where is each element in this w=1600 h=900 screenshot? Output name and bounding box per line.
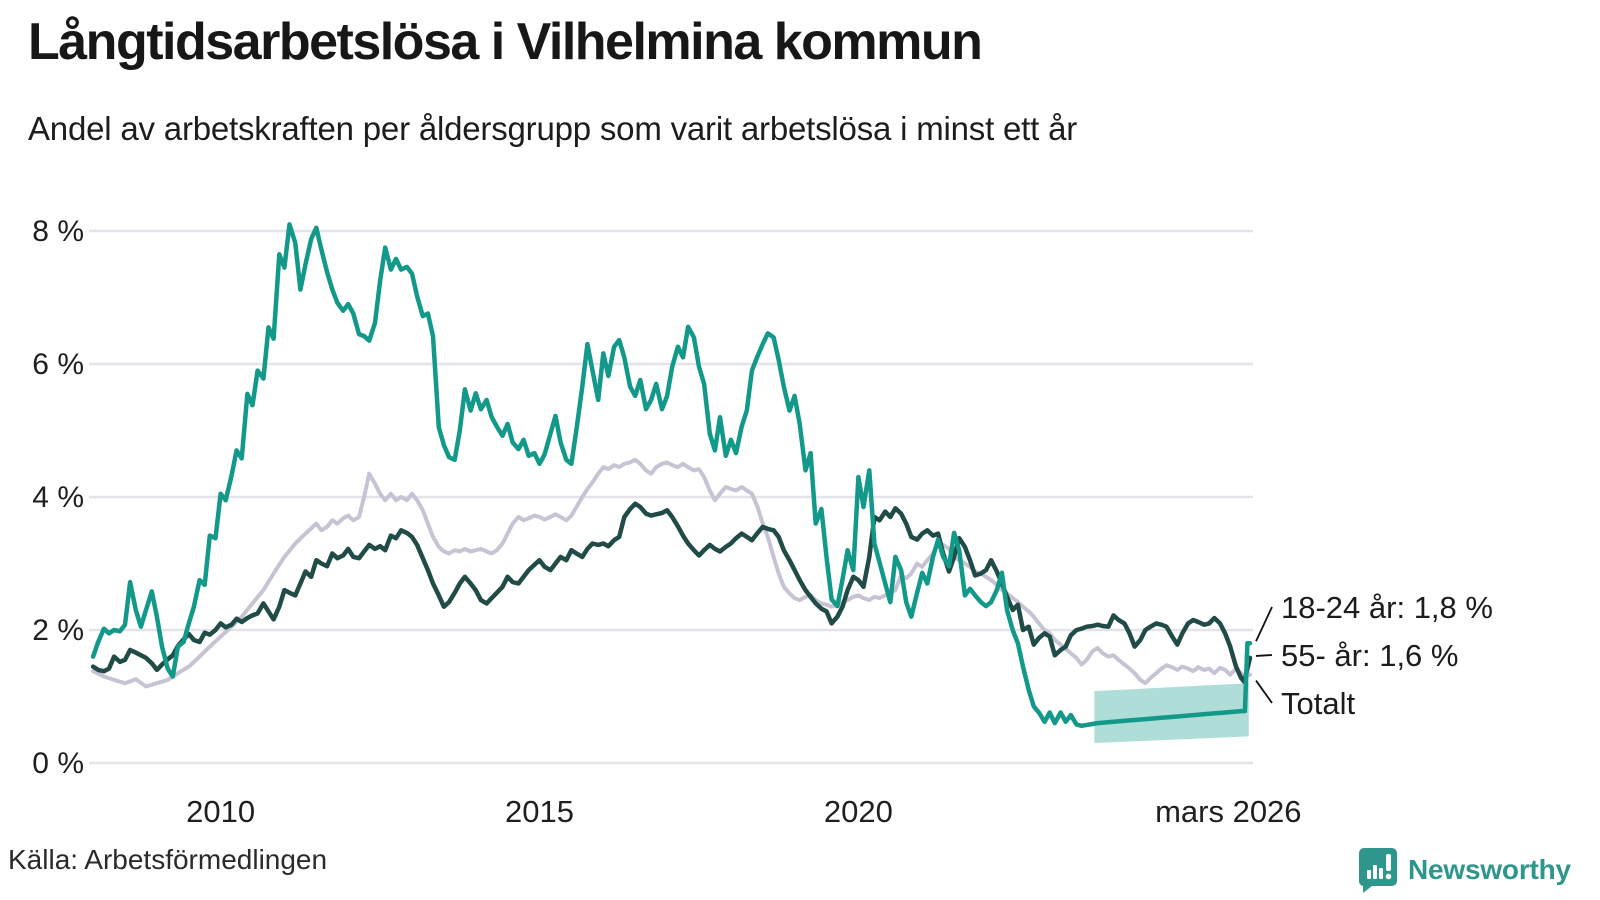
series-line-totalt: [91, 457, 1252, 689]
newsworthy-wordmark: Newsworthy: [1408, 854, 1571, 885]
newsworthy-logo: Newsworthy: [1358, 846, 1571, 894]
y-tick-label: 2 %: [32, 614, 84, 647]
y-tick-label: 4 %: [32, 481, 84, 514]
series-end-label: Totalt: [1281, 686, 1355, 721]
page-title: Långtidsarbetslösa i Vilhelmina kommun: [28, 13, 983, 71]
x-tick-label: 2020: [824, 794, 893, 829]
series-end-label: 18-24 år: 1,8 %: [1281, 590, 1493, 625]
y-tick-label: 0 %: [32, 747, 84, 780]
uncertainty-band: [1094, 683, 1249, 744]
series-line-18-24-r: [90, 222, 1253, 729]
label-connector: [1255, 680, 1273, 704]
source-note: Källa: Arbetsförmedlingen: [8, 844, 328, 875]
series-line-55-r: [90, 501, 1253, 685]
label-connector: [1255, 654, 1273, 657]
x-tick-label: mars 2026: [1155, 794, 1301, 829]
chart-subtitle: Andel av arbetskraften per åldersgrupp s…: [28, 110, 1078, 147]
x-tick-label: 2010: [186, 794, 255, 829]
y-tick-label: 6 %: [32, 348, 84, 381]
series-end-label: 55- år: 1,6 %: [1281, 638, 1458, 673]
newsworthy-bubble-icon: [1358, 848, 1397, 893]
y-tick-label: 8 %: [32, 215, 84, 248]
label-connector: [1255, 606, 1273, 642]
x-tick-label: 2015: [505, 794, 574, 829]
